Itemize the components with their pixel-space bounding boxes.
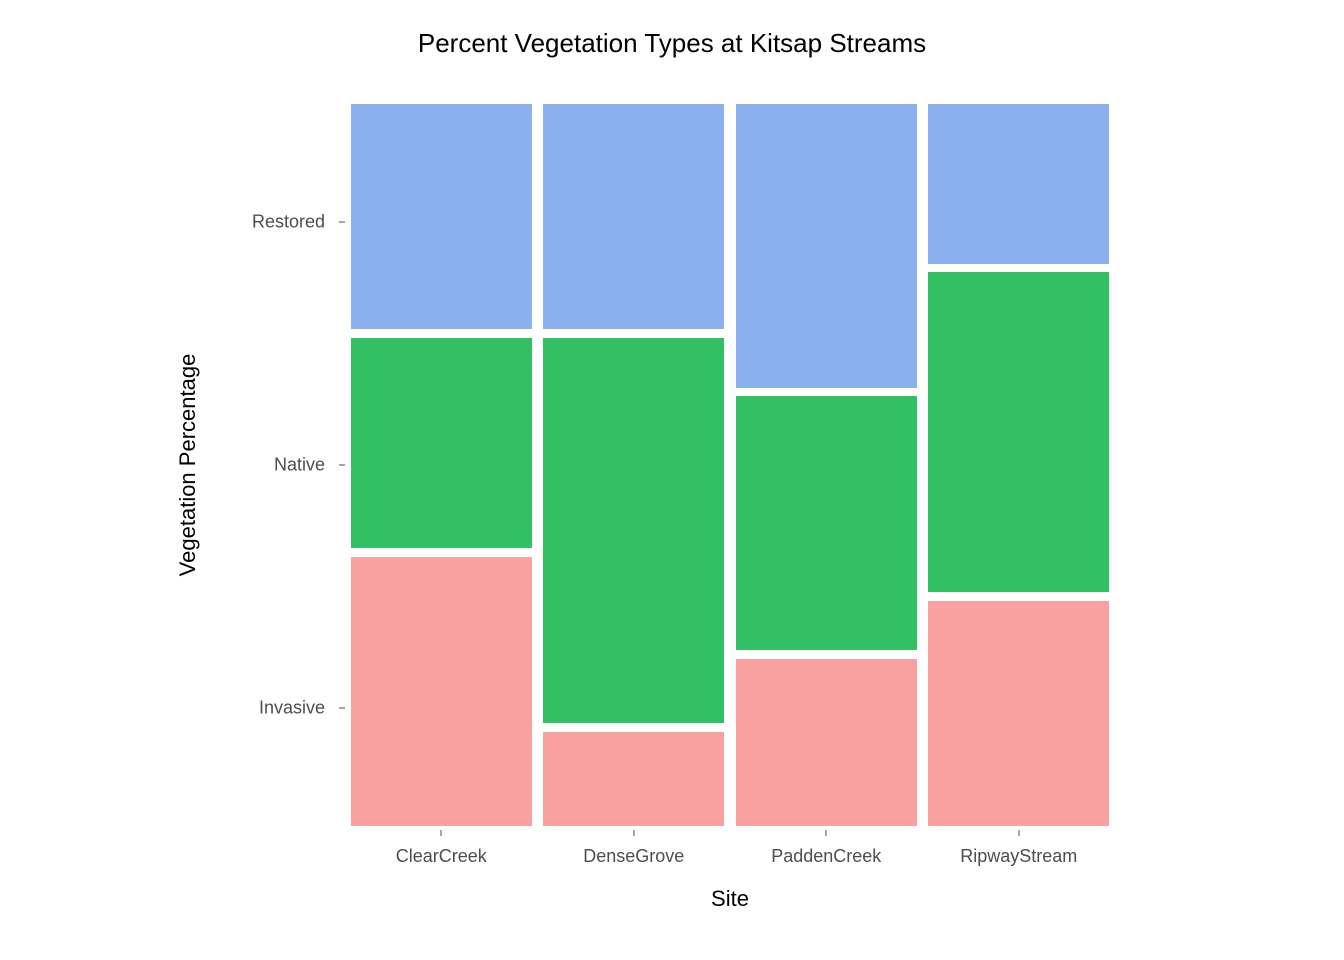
site-column xyxy=(351,100,532,830)
chart-container: Percent Vegetation Types at Kitsap Strea… xyxy=(0,0,1344,960)
y-tick-label: Invasive xyxy=(215,698,325,719)
segment xyxy=(928,601,1109,826)
x-tick-label: ClearCreek xyxy=(396,846,487,867)
x-tick-label: DenseGrove xyxy=(583,846,684,867)
x-tick-label: RipwayStream xyxy=(960,846,1077,867)
plot-area xyxy=(345,100,1115,830)
segment xyxy=(351,557,532,826)
x-tick-mark xyxy=(1018,830,1019,836)
x-axis-label: Site xyxy=(345,886,1115,912)
segment xyxy=(928,272,1109,592)
segment xyxy=(928,104,1109,263)
segment xyxy=(351,104,532,329)
segment xyxy=(736,104,917,387)
x-tick-mark xyxy=(441,830,442,836)
y-tick-mark xyxy=(339,465,345,466)
y-axis-label: Vegetation Percentage xyxy=(175,100,201,830)
site-column xyxy=(736,100,917,830)
segment xyxy=(543,338,724,723)
site-column xyxy=(928,100,1109,830)
x-tick-mark xyxy=(633,830,634,836)
y-tick-label: Native xyxy=(215,455,325,476)
y-tick-mark xyxy=(339,221,345,222)
y-tick-mark xyxy=(339,708,345,709)
segment xyxy=(351,338,532,548)
segment xyxy=(543,732,724,825)
x-tick-mark xyxy=(826,830,827,836)
segment xyxy=(736,396,917,650)
chart-title: Percent Vegetation Types at Kitsap Strea… xyxy=(0,28,1344,59)
site-column xyxy=(543,100,724,830)
y-tick-label: Restored xyxy=(215,211,325,232)
segment xyxy=(736,659,917,825)
x-tick-label: PaddenCreek xyxy=(771,846,881,867)
segment xyxy=(543,104,724,329)
